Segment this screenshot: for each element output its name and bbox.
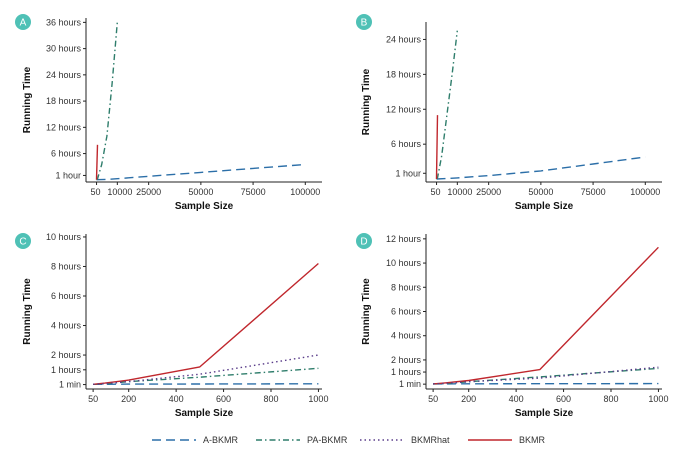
x-tick-label: 600 (216, 394, 231, 404)
y-tick-label: 6 hours (391, 307, 422, 317)
panel-d: D 1 min 1 hours 2 hours 4 hours 6 hours 8 hour… (356, 233, 668, 419)
legend: A-BKMR PA-BKMR BKMRhat BKMR (152, 435, 546, 445)
series-line-bkmr (433, 246, 659, 385)
x-tick-label: 200 (461, 394, 476, 404)
panel-c: C 1 min 1 hours 2 hours 4 hours 6 hours 8 hour… (15, 232, 328, 419)
panel-badge (356, 14, 372, 30)
x-tick-label: 1000 (648, 394, 668, 404)
panel-badge (15, 14, 31, 30)
panel-badge-label: D (360, 237, 367, 248)
series-line-a-bkmr (436, 156, 646, 180)
y-tick-label: 1 hours (391, 367, 422, 377)
x-tick-label: 75000 (241, 187, 266, 197)
y-tick-label: 1 min (399, 379, 421, 389)
x-tick-label: 800 (263, 394, 278, 404)
y-axis-label: Running Time (361, 278, 372, 345)
x-tick-label: 50 (88, 394, 98, 404)
panel-badge (356, 233, 372, 249)
y-tick-label: 1 hour (55, 170, 81, 180)
y-tick-label: 1 hour (395, 168, 421, 178)
y-tick-label: 6 hours (391, 139, 422, 149)
legend-label: BKMR (519, 435, 546, 445)
legend-label: PA-BKMR (307, 435, 348, 445)
x-tick-label: 600 (556, 394, 571, 404)
series-line-bkmr (93, 262, 319, 385)
y-tick-label: 12 hours (386, 234, 422, 244)
y-axis-label: Running Time (22, 66, 33, 133)
x-tick-label: 1000 (308, 394, 328, 404)
y-tick-label: 4 hours (391, 331, 422, 341)
series-line-pa-bkmr (93, 367, 319, 385)
series-line-bkmr (435, 115, 439, 180)
panel-badge-label: C (19, 237, 26, 248)
legend-item: PA-BKMR (256, 435, 348, 445)
y-tick-label: 24 hours (46, 70, 82, 80)
y-tick-label: 1 min (59, 380, 81, 390)
y-tick-label: 36 hours (46, 17, 82, 27)
x-tick-label: 50 (91, 187, 101, 197)
x-tick-label: 10000 (107, 187, 132, 197)
series-line-bkmr (95, 144, 99, 180)
x-tick-label: 25000 (476, 187, 501, 197)
y-tick-label: 18 hours (386, 69, 422, 79)
x-tick-label: 50000 (188, 187, 213, 197)
legend-item: BKMRhat (360, 435, 450, 445)
y-tick-label: 10 hours (386, 258, 422, 268)
legend-item: A-BKMR (152, 435, 239, 445)
x-tick-label: 75000 (581, 187, 606, 197)
series-line-bkmrhat (433, 366, 659, 385)
x-tick-label: 800 (603, 394, 618, 404)
y-tick-label: 24 hours (386, 34, 422, 44)
x-axis-label: Sample Size (175, 201, 234, 212)
y-tick-label: 8 hours (51, 261, 82, 271)
x-tick-label: 400 (509, 394, 524, 404)
y-tick-label: 6 hours (51, 149, 82, 159)
y-tick-label: 10 hours (46, 232, 82, 242)
x-tick-label: 50 (428, 394, 438, 404)
panel-badge (15, 233, 31, 249)
y-tick-label: 6 hours (51, 291, 82, 301)
y-tick-label: 12 hours (386, 104, 422, 114)
x-tick-label: 100000 (290, 187, 320, 197)
y-tick-label: 4 hours (51, 321, 82, 331)
series-line-a-bkmr (96, 163, 306, 181)
series-line-pa-bkmr (433, 367, 659, 385)
panel-badge-label: A (20, 18, 27, 29)
x-axis-label: Sample Size (175, 408, 234, 419)
series-line-pa-bkmr (96, 22, 118, 181)
y-axis-label: Running Time (361, 68, 372, 135)
y-axis-label: Running Time (22, 278, 33, 345)
x-axis-label: Sample Size (515, 201, 574, 212)
y-tick-label: 8 hours (391, 282, 422, 292)
y-tick-label: 30 hours (46, 44, 82, 54)
x-tick-label: 100000 (630, 187, 660, 197)
x-tick-label: 50000 (528, 187, 553, 197)
panel-badge-label: B (361, 18, 368, 29)
y-tick-label: 2 hours (51, 350, 82, 360)
x-tick-label: 400 (169, 394, 184, 404)
x-tick-label: 10000 (447, 187, 472, 197)
series-line-pa-bkmr (435, 30, 458, 180)
y-tick-label: 2 hours (391, 355, 422, 365)
legend-label: A-BKMR (203, 435, 239, 445)
legend-item: BKMR (468, 435, 546, 445)
x-tick-label: 50 (431, 187, 441, 197)
y-tick-label: 18 hours (46, 96, 82, 106)
series-line-a-bkmr (93, 383, 319, 385)
x-axis-label: Sample Size (515, 408, 574, 419)
legend-label: BKMRhat (411, 435, 450, 445)
x-tick-label: 200 (121, 394, 136, 404)
panel-a: A 1 hour 6 hours 12 hours 18 hours 24 hours 30… (15, 14, 322, 212)
panel-b: B 1 hour 6 hours 12 hours 18 hours 24 hours 50… (356, 14, 662, 212)
y-tick-label: 1 hours (51, 365, 82, 375)
y-tick-label: 12 hours (46, 122, 82, 132)
x-tick-label: 25000 (136, 187, 161, 197)
